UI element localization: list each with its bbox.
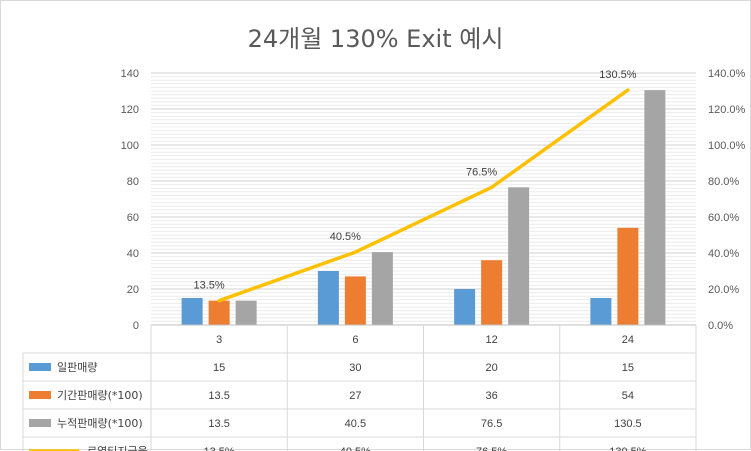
legend-label: 일판매량: [57, 360, 97, 374]
legend-label: 로열티지급율: [87, 445, 148, 451]
bar-1-3: [209, 301, 230, 325]
legend-key-bar: [29, 391, 51, 399]
y-left-tick-label: 40: [127, 248, 139, 260]
table-cell: 130.5%: [609, 446, 647, 451]
bar-2-12: [508, 187, 529, 325]
y-right-tick-label: 120.0%: [708, 104, 746, 116]
y-left-tick-label: 20: [127, 284, 139, 296]
table-cell: 13.5: [208, 418, 229, 430]
table-cell: 40.5%: [340, 446, 371, 451]
y-left-tick-label: 0: [133, 320, 139, 332]
table-cell: 54: [622, 390, 634, 402]
bar-1-6: [345, 276, 366, 325]
bar-2-6: [372, 252, 393, 325]
y-left-tick-label: 60: [127, 212, 139, 224]
bar-0-3: [182, 298, 203, 325]
legend-key-bar: [29, 419, 51, 427]
y-right-tick-label: 80.0%: [708, 176, 739, 188]
line-data-label: 76.5%: [466, 166, 497, 178]
x-category-label: 24: [622, 334, 634, 346]
y-right-tick-label: 100.0%: [708, 140, 746, 152]
line-data-label: 40.5%: [330, 231, 361, 243]
table-cell: 13.5: [208, 390, 229, 402]
x-category-label: 3: [216, 334, 222, 346]
y-left-tick-label: 100: [121, 140, 139, 152]
bar-2-3: [236, 301, 257, 325]
table-cell: 15: [622, 362, 634, 374]
y-right-tick-label: 20.0%: [708, 284, 739, 296]
table-cell: 30: [349, 362, 361, 374]
bar-1-12: [481, 260, 502, 325]
bar-0-24: [590, 298, 611, 325]
table-cell: 130.5: [614, 418, 642, 430]
table-cell: 13.5%: [204, 446, 235, 451]
bar-1-24: [617, 228, 638, 325]
line-data-label: 130.5%: [599, 69, 637, 81]
x-category-label: 6: [352, 334, 358, 346]
table-cell: 76.5%: [476, 446, 507, 451]
legend-label: 기간판매량(*100): [57, 389, 143, 402]
y-left-tick-label: 140: [121, 68, 139, 80]
table-cell: 40.5: [345, 418, 366, 430]
table-cell: 36: [486, 390, 498, 402]
table-cell: 76.5: [481, 418, 502, 430]
y-left-tick-label: 120: [121, 104, 139, 116]
legend-label: 누적판매량(*100): [57, 417, 143, 430]
table-cell: 15: [213, 362, 225, 374]
table-cell: 20: [486, 362, 498, 374]
x-category-label: 12: [486, 334, 498, 346]
y-right-tick-label: 0.0%: [708, 320, 733, 332]
y-right-tick-label: 60.0%: [708, 212, 739, 224]
bar-0-6: [318, 271, 339, 325]
bar-2-24: [644, 90, 665, 325]
table-cell: 27: [349, 390, 361, 402]
y-right-tick-label: 40.0%: [708, 248, 739, 260]
y-right-tick-label: 140.0%: [708, 68, 746, 80]
line-data-label: 13.5%: [194, 280, 225, 292]
bar-0-12: [454, 289, 475, 325]
y-left-tick-label: 80: [127, 176, 139, 188]
legend-key-bar: [29, 363, 51, 371]
